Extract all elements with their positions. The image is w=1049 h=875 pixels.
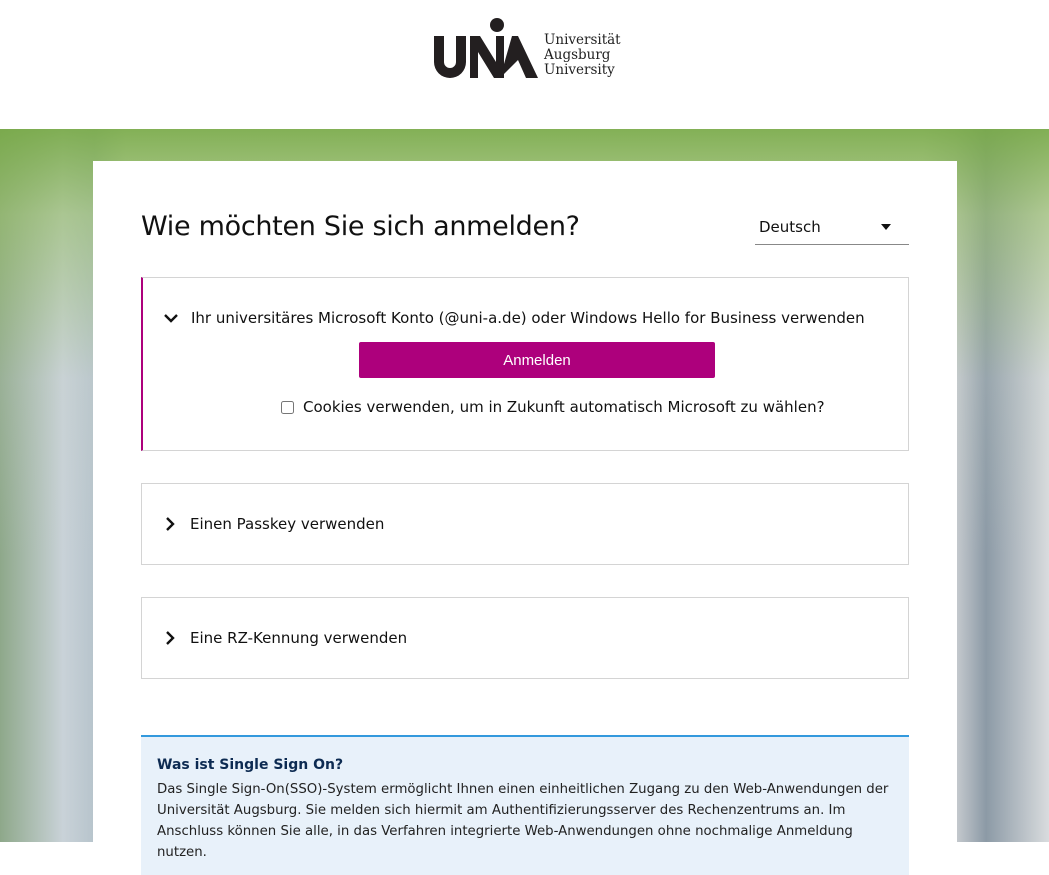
info-text: Das Single Sign-On(SSO)-System ermöglich… — [157, 782, 889, 860]
cookie-checkbox-label: Cookies verwenden, um in Zukunft automat… — [303, 398, 825, 416]
chevron-right-icon — [166, 631, 175, 645]
language-selected: Deutsch — [759, 217, 821, 236]
caret-down-icon — [881, 223, 891, 230]
panel-passkey[interactable]: Einen Passkey verwenden — [141, 483, 909, 565]
logo-line: University — [544, 62, 615, 78]
cookie-checkbox-row[interactable]: Cookies verwenden, um in Zukunft automat… — [281, 398, 825, 416]
sso-info-box: Was ist Single Sign On? Das Single Sign-… — [141, 735, 909, 875]
uni-a-logo-mark — [434, 18, 538, 78]
site-header: Universität Augsburg University — [0, 0, 1049, 129]
chevron-down-icon — [164, 314, 178, 323]
login-card: Wie möchten Sie sich anmelden? Deutsch I… — [93, 161, 957, 875]
info-title: Was ist Single Sign On? — [157, 757, 344, 773]
university-logo[interactable]: Universität Augsburg University — [434, 18, 621, 78]
cookie-checkbox[interactable] — [281, 400, 294, 414]
chevron-right-icon — [166, 517, 175, 531]
logo-line: Augsburg — [544, 47, 611, 63]
logo-text: Universität Augsburg University — [544, 33, 621, 78]
page-title: Wie möchten Sie sich anmelden? — [141, 211, 580, 242]
panel-microsoft: Ihr universitäres Microsoft Konto (@uni-… — [141, 277, 909, 451]
logo-line: Universität — [544, 32, 621, 48]
language-select[interactable]: Deutsch — [755, 209, 909, 245]
panel-label: Einen Passkey verwenden — [190, 515, 385, 533]
panel-header-microsoft[interactable]: Ihr universitäres Microsoft Konto (@uni-… — [161, 308, 865, 328]
panel-label: Eine RZ-Kennung verwenden — [190, 629, 408, 647]
sign-in-button[interactable]: Anmelden — [359, 342, 715, 378]
panel-label: Ihr universitäres Microsoft Konto (@uni-… — [191, 309, 865, 327]
panel-rz-kennung[interactable]: Eine RZ-Kennung verwenden — [141, 597, 909, 679]
panel-header-passkey[interactable]: Einen Passkey verwenden — [160, 514, 384, 534]
panel-header-rz-kennung[interactable]: Eine RZ-Kennung verwenden — [160, 628, 407, 648]
